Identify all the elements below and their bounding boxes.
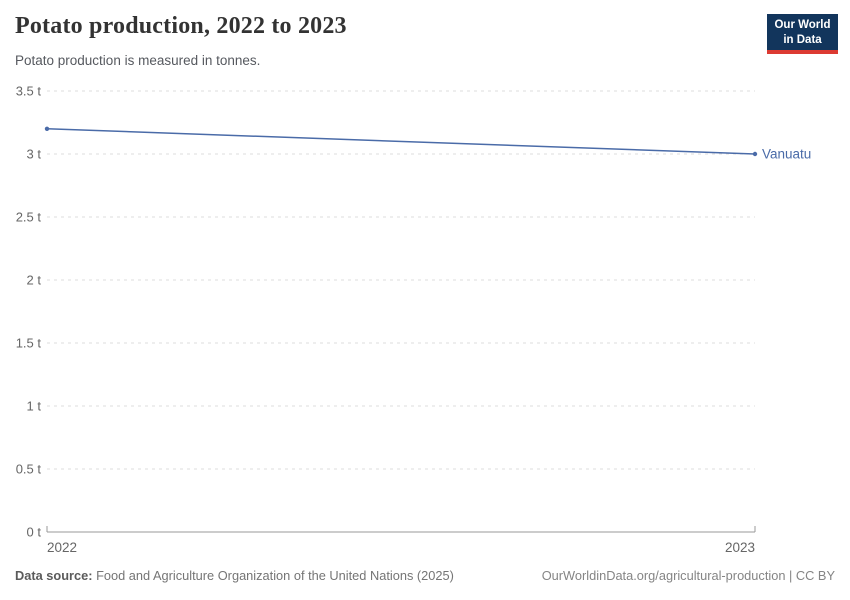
chart-title: Potato production, 2022 to 2023 [15, 13, 347, 39]
data-source-label: Data source: [15, 568, 93, 583]
data-source-note: Data source: Food and Agriculture Organi… [15, 568, 454, 583]
series-line-vanuatu[interactable] [46, 128, 756, 155]
x-axis-tick-label-end: 2023 [725, 540, 755, 555]
owid-logo-line1: Our World [774, 19, 831, 31]
owid-citation-link[interactable]: OurWorldinData.org/agricultural-producti… [541, 568, 835, 583]
y-axis-tick-label: 2.5 t [16, 210, 42, 225]
y-axis-tick-label: 0.5 t [16, 462, 42, 477]
y-axis-tick-label: 1.5 t [16, 336, 42, 351]
owid-logo-line2: in Data [783, 33, 822, 46]
chart-footer: Data source: Food and Agriculture Organi… [15, 568, 835, 583]
owid-logo[interactable]: Our World in Data [767, 14, 838, 55]
x-axis-tick-label-start: 2022 [47, 540, 77, 555]
y-axis-tick-label: 2 t [27, 273, 42, 288]
chart-subtitle: Potato production is measured in tonnes. [15, 53, 261, 68]
entity-label-vanuatu[interactable]: Vanuatu [762, 147, 811, 162]
y-axis-tick-label: 1 t [27, 399, 42, 414]
series-point-vanuatu-2022[interactable] [44, 126, 50, 131]
series-point-vanuatu-2023[interactable] [752, 151, 758, 157]
y-axis-tick-label: 3.5 t [16, 84, 42, 99]
y-axis-tick-label: 3 t [27, 147, 42, 162]
data-source-text: Food and Agriculture Organization of the… [92, 568, 454, 583]
y-axis-tick-label: 0 t [27, 525, 42, 540]
